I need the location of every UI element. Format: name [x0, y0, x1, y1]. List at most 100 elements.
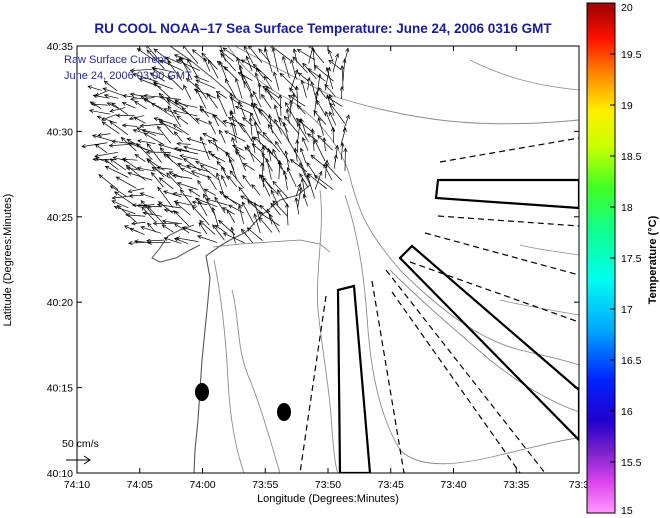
current-vector-head — [196, 88, 200, 94]
current-vector — [240, 123, 253, 143]
current-vector-head — [261, 93, 266, 99]
current-vector-head — [282, 121, 287, 127]
current-vector — [213, 114, 227, 127]
current-vector-head — [302, 62, 307, 68]
current-vector-head — [230, 121, 235, 127]
current-vector — [143, 212, 163, 217]
current-vector — [270, 203, 281, 216]
current-vector-head — [300, 79, 305, 85]
current-vector-head — [146, 158, 152, 164]
current-vector — [162, 220, 183, 225]
current-vector-head — [212, 137, 217, 143]
current-vector — [217, 94, 228, 117]
current-vector — [285, 151, 290, 170]
current-vector-head — [256, 130, 262, 136]
current-vector — [241, 59, 262, 72]
current-vector-head — [158, 143, 163, 148]
current-vector — [272, 47, 279, 73]
current-vector-head — [219, 60, 223, 66]
current-vector — [81, 142, 108, 147]
current-vector-head — [272, 180, 277, 186]
current-vector — [279, 161, 288, 180]
current-vector — [256, 131, 272, 144]
current-vector-head — [198, 200, 203, 205]
current-vector — [246, 144, 255, 162]
current-vector-head — [166, 172, 171, 177]
current-vector-head — [237, 72, 243, 76]
current-vector — [269, 214, 280, 233]
current-vector — [241, 228, 254, 244]
current-vector-head — [307, 173, 312, 178]
current-vector-head — [264, 88, 269, 93]
current-vector-head — [168, 171, 174, 176]
current-vector-head — [297, 183, 302, 188]
current-vector — [292, 56, 308, 74]
current-vector — [290, 69, 298, 91]
current-vector — [264, 48, 273, 73]
current-vector-head — [210, 154, 216, 158]
current-vector — [235, 151, 246, 160]
current-vector-head — [157, 201, 163, 206]
plot-area — [77, 46, 579, 473]
current-vector-head — [121, 157, 127, 162]
current-vector-head — [228, 158, 233, 163]
current-vector — [116, 176, 137, 189]
current-vector-head — [112, 156, 118, 161]
current-vector-head — [195, 160, 200, 165]
current-vector — [317, 135, 333, 151]
current-vector — [179, 56, 193, 80]
current-vector-head — [230, 226, 235, 232]
current-vector-head — [116, 204, 122, 210]
current-vector — [340, 127, 346, 145]
current-vector-head — [140, 226, 145, 230]
current-vector — [160, 60, 183, 71]
current-vector — [197, 235, 218, 243]
current-vector-head — [166, 99, 172, 104]
current-vector — [288, 94, 306, 107]
current-vector — [207, 175, 217, 190]
current-vector-head — [240, 195, 245, 200]
current-vector — [220, 53, 236, 72]
current-vector-head — [295, 139, 300, 144]
current-vector — [151, 172, 164, 188]
current-vector — [176, 59, 201, 72]
current-vector — [122, 102, 136, 109]
current-vector — [274, 119, 283, 135]
current-vector — [216, 161, 226, 172]
current-vector — [243, 46, 254, 64]
current-vector-head — [136, 203, 142, 208]
current-vector-head — [234, 105, 240, 110]
current-vector — [134, 154, 146, 162]
current-vector-head — [242, 174, 247, 180]
current-vector — [157, 167, 173, 170]
current-vector — [262, 85, 280, 99]
current-vector — [101, 114, 117, 121]
current-vector-head — [114, 191, 119, 196]
current-vector-head — [251, 183, 256, 189]
current-vector — [251, 102, 261, 125]
current-vector-head — [248, 116, 253, 122]
current-vector-head — [278, 94, 283, 99]
current-vector — [212, 224, 225, 241]
current-vector-head — [285, 203, 290, 208]
current-vector — [186, 78, 201, 90]
current-vector — [243, 81, 254, 98]
current-vector — [146, 46, 162, 63]
current-vector-head — [329, 111, 333, 116]
current-vector — [251, 143, 263, 153]
current-vector — [213, 138, 219, 152]
current-vector-head — [251, 143, 257, 148]
current-vector — [323, 164, 333, 181]
current-vector — [216, 91, 227, 99]
current-vector-head — [122, 158, 128, 163]
current-vector — [173, 210, 190, 227]
current-vector — [228, 204, 245, 214]
current-vector — [277, 189, 289, 207]
current-vector-head — [133, 116, 138, 121]
current-vector-head — [147, 205, 152, 210]
current-vector-head — [138, 78, 144, 83]
current-vector — [302, 137, 309, 151]
current-vector-head — [129, 92, 135, 97]
current-vector — [312, 48, 316, 71]
bathymetry-contour — [213, 259, 245, 473]
